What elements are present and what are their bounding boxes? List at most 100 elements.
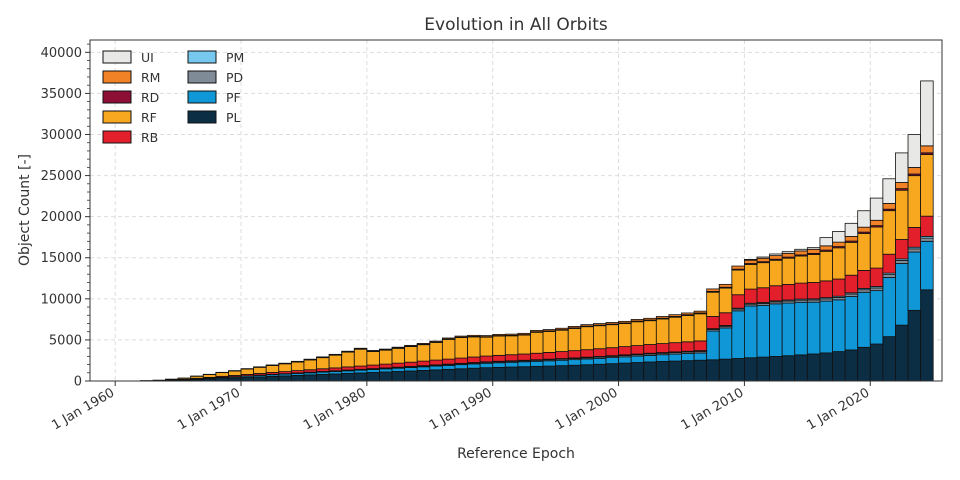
bar-segment (504, 333, 519, 336)
bar-segment (920, 237, 934, 242)
y-tick-label: 40000 (41, 46, 82, 61)
bar-segment (693, 359, 708, 382)
legend-label-pf: PF (226, 90, 241, 105)
bar-segment (744, 264, 758, 290)
bar-segment (341, 350, 355, 353)
x-tick-label: 1 Jan 1970 (175, 385, 243, 433)
bar-segment (366, 369, 380, 373)
bar-segment (819, 237, 833, 247)
x-tick-label: 1 Jan 1990 (427, 385, 495, 433)
bar-segment (316, 357, 330, 370)
legend: UI RM RD RF RB PM PD PF PL (102, 50, 244, 145)
bar-segment (706, 330, 720, 361)
x-tick-label: 1 Jan 1960 (49, 385, 117, 433)
bars (127, 80, 934, 382)
bar-segment (492, 354, 506, 362)
bar-segment (895, 260, 909, 264)
y-tick-label: 35000 (41, 87, 82, 102)
bar-segment (555, 359, 569, 367)
bar-segment (769, 259, 783, 287)
bar-segment (341, 351, 355, 368)
legend-label-pd: PD (226, 70, 243, 85)
bar-segment (668, 360, 682, 382)
bar-segment (718, 312, 733, 326)
y-axis-title: Object Count [-] (17, 154, 33, 266)
bar-segment (668, 316, 682, 344)
bar-segment (681, 312, 695, 316)
bar-segment (630, 319, 645, 322)
bar-segment (517, 361, 531, 368)
bar-segment (441, 358, 456, 365)
bar-segment (517, 353, 531, 361)
bar-segment (882, 274, 896, 278)
bar-segment (517, 332, 531, 335)
bar-segment (794, 301, 808, 356)
legend-swatch-pd (187, 70, 217, 84)
bar-segment (504, 366, 519, 382)
bar-segment (228, 370, 242, 376)
legend-swatch-pl (187, 110, 217, 124)
bar-segment (781, 355, 796, 382)
bar-segment (706, 291, 720, 317)
series-rm (152, 145, 934, 381)
bar-segment (869, 219, 884, 227)
bar-segment (857, 210, 871, 228)
bar-segment (907, 309, 922, 382)
bar-segment (379, 368, 393, 373)
bar-segment (920, 154, 934, 217)
bar-segment (517, 334, 531, 355)
bar-segment (479, 335, 494, 338)
bar-segment (429, 365, 443, 371)
bar-segment (668, 314, 682, 317)
bar-segment (706, 288, 720, 292)
bar-segment (580, 326, 594, 351)
bar-segment (542, 365, 557, 382)
legend-label-rd: RD (141, 90, 159, 105)
bar-segment (341, 373, 355, 382)
bar-segment (794, 354, 808, 382)
bar-segment (819, 250, 833, 282)
bar-segment (806, 248, 821, 254)
bar-segment (618, 356, 632, 364)
bar-segment (404, 361, 418, 367)
bar-segment (215, 372, 229, 377)
bar-segment (555, 327, 569, 331)
bar-segment (265, 365, 280, 373)
bar-segment (492, 366, 506, 382)
bar-segment (718, 327, 733, 360)
bar-segment (316, 374, 330, 382)
bar-segment (567, 326, 582, 329)
bar-segment (416, 370, 431, 382)
bar-segment (316, 356, 330, 358)
bar-segment (819, 280, 833, 299)
legend-swatch-pf (187, 90, 217, 104)
bar-segment (542, 329, 557, 332)
bar-segment (404, 344, 418, 347)
bar-segment (429, 340, 443, 343)
bar-segment (592, 325, 607, 350)
bar-segment (555, 329, 569, 352)
bar-segment (441, 368, 456, 382)
y-tick-label: 25000 (41, 169, 82, 184)
bar-segment (844, 349, 859, 382)
bar-segment (429, 359, 443, 366)
series-pf (139, 240, 934, 382)
bar-segment (530, 331, 544, 354)
bar-segment (366, 351, 380, 366)
x-tick-label: 1 Jan 1980 (301, 385, 369, 433)
bar-segment (907, 248, 922, 253)
bar-segment (202, 374, 217, 378)
bar-segment (781, 302, 796, 357)
bar-segment (794, 250, 808, 256)
bar-segment (454, 335, 468, 338)
bar-segment (907, 251, 922, 311)
bar-segment (844, 296, 859, 351)
y-tick-label: 10000 (41, 292, 82, 307)
bar-segment (731, 358, 745, 382)
bar-segment (454, 364, 468, 370)
bar-segment (693, 340, 708, 351)
bar-segment (328, 354, 343, 369)
bar-segment (391, 347, 406, 364)
chart-title: Evolution in All Orbits (424, 15, 608, 35)
